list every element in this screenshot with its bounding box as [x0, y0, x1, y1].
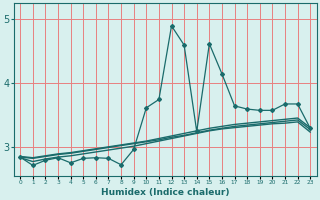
X-axis label: Humidex (Indice chaleur): Humidex (Indice chaleur)	[101, 188, 229, 197]
